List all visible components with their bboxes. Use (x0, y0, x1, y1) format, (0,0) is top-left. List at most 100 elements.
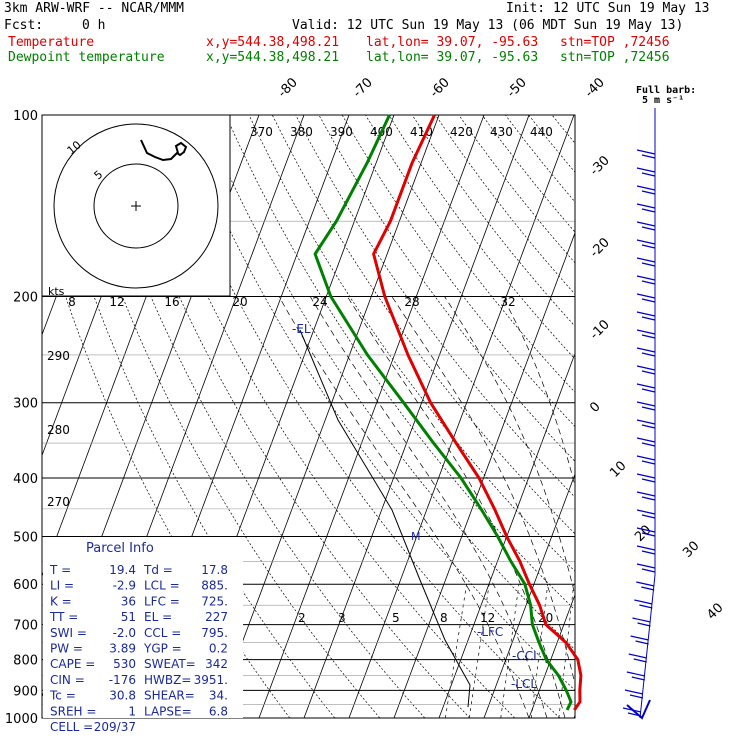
parcel-info-box (43, 537, 243, 718)
latlon-readout-dew: lat,lon= 39.07, -95.63 (366, 50, 539, 65)
wind-barb (636, 347, 656, 357)
parcel-info-value: 3.89 (109, 642, 136, 656)
hodograph-kts-label: kts (48, 285, 65, 298)
hodograph-scale-label: 12 (109, 295, 124, 309)
isotherm-label: 30 (680, 539, 702, 561)
mixing-ratio-line (595, 584, 608, 718)
parcel-path (299, 329, 471, 708)
wind-barb (636, 293, 656, 303)
isotherm-line (348, 115, 575, 718)
mixing-ratio-label: 3 (338, 611, 346, 625)
parcel-info-key: CIN = (50, 673, 85, 687)
station-readout-temp: stn=TOP ,72456 (560, 35, 670, 50)
parcel-info-value: 3951. (194, 673, 228, 687)
wind-barb (624, 689, 644, 699)
dewpoint-profile (313, 114, 573, 711)
xy-readout-dew: x,y=544.38,498.21 (206, 50, 340, 65)
barb-key-unit: 5 m s⁻¹ (642, 95, 685, 106)
wind-barb (636, 383, 656, 393)
parcel-info-key: K = (50, 594, 72, 608)
hodograph-origin (131, 201, 141, 211)
parcel-info-key: CELL = (50, 720, 93, 734)
moist-adiabat (391, 296, 575, 686)
theta-label: 390 (330, 125, 353, 139)
wind-barb (628, 653, 647, 663)
pressure-tick-label: 500 (13, 530, 38, 545)
pressure-tick-label: 900 (13, 684, 38, 699)
parcel-info-key: CCL = (144, 626, 181, 640)
parcel-info-key: SWEAT= (144, 657, 196, 671)
parcel-info-value: -176 (109, 673, 136, 687)
pressure-tick-label: 400 (13, 472, 38, 487)
parcel-info-value: 0.2 (209, 642, 228, 656)
parcel-info-value: 30.8 (109, 689, 136, 703)
theta-label: 380 (290, 125, 313, 139)
parcel-info-bg (43, 537, 243, 718)
theta-left-label: 290 (47, 349, 70, 363)
dry-adiabat (341, 115, 575, 428)
parcel-info-value: 51 (121, 610, 136, 624)
parcel-info-value: 885. (201, 579, 228, 593)
wind-barb (636, 509, 656, 519)
mixing-ratio-line (468, 584, 490, 718)
hodograph-trace (140, 139, 188, 162)
parcel-info-value: -2.9 (113, 579, 136, 593)
isotherm-label: -30 (587, 153, 613, 179)
theta-label: 420 (450, 125, 473, 139)
parcel-info-title: Parcel Info (86, 541, 154, 556)
pressure-tick-label: 800 (13, 654, 38, 669)
pressure-tick-label: 1000 (5, 712, 38, 727)
latlon-readout-temp: lat,lon= 39.07, -95.63 (366, 35, 539, 50)
isotherm-label: 40 (704, 601, 726, 623)
parcel-info-value: 725. (201, 594, 228, 608)
dry-adiabat (481, 115, 575, 233)
isotherm-label: -80 (275, 75, 301, 101)
parcel-info-key: T = (49, 563, 71, 577)
parcel-info-key: SREH = (50, 704, 96, 718)
theta-left-label: 280 (47, 423, 70, 437)
dry-adiabat (388, 115, 575, 360)
parcel-info-key: PW = (50, 642, 83, 656)
wind-barb (636, 365, 656, 375)
level-marker-label: -LCL (511, 677, 537, 691)
isotherm-line (213, 115, 440, 718)
level-marker-m: M (411, 530, 421, 543)
xy-readout-temp: x,y=544.38,498.21 (206, 35, 340, 50)
isotherm-label: -70 (350, 75, 376, 101)
wind-barb (636, 563, 656, 573)
model-title: 3km ARW-WRF -- NCAR/MMM (4, 1, 185, 16)
wind-barb (636, 419, 656, 429)
wind-barb (636, 239, 656, 249)
station-readout-dew: stn=TOP ,72456 (560, 50, 670, 65)
wind-barb (636, 545, 656, 555)
isotherm-line (709, 115, 740, 718)
parcel-info-value: -2.0 (113, 626, 136, 640)
parcel-info-key: LI = (50, 579, 74, 593)
dry-adiabat (225, 115, 575, 611)
temperature-legend: Temperature (8, 35, 95, 50)
valid-time: Valid: 12 UTC Sun 19 May 13 (06 MDT Sun … (292, 18, 684, 33)
wind-barbs (622, 108, 656, 720)
parcel-info-value: 6.8 (209, 704, 228, 718)
dry-adiabat (318, 115, 575, 462)
hodograph-scale-label: 8 (68, 295, 76, 309)
theta-left-label: 270 (47, 495, 70, 509)
isotherm-label: 10 (607, 459, 629, 481)
mixing-ratio-line (530, 584, 549, 718)
pressure-tick-label: 300 (13, 397, 38, 412)
parcel-info-key: LAPSE= (144, 704, 192, 718)
mixing-ratio-label: 2 (298, 611, 306, 625)
hodograph-scale-label: 28 (404, 295, 419, 309)
parcel-info-key: Td = (143, 563, 173, 577)
parcel-info-value: 795. (201, 626, 228, 640)
wind-barb (636, 437, 656, 447)
wind-barb (626, 671, 645, 681)
hodograph-scale-label: 32 (500, 295, 515, 309)
forecast-label: Fcst: (4, 18, 44, 33)
isotherm-line (483, 472, 575, 718)
parcel-info-value: 17.8 (201, 563, 228, 577)
wind-barb (634, 599, 653, 609)
parcel-info-key: YGP = (143, 642, 182, 656)
parcel-info-key: SHEAR= (144, 689, 195, 703)
